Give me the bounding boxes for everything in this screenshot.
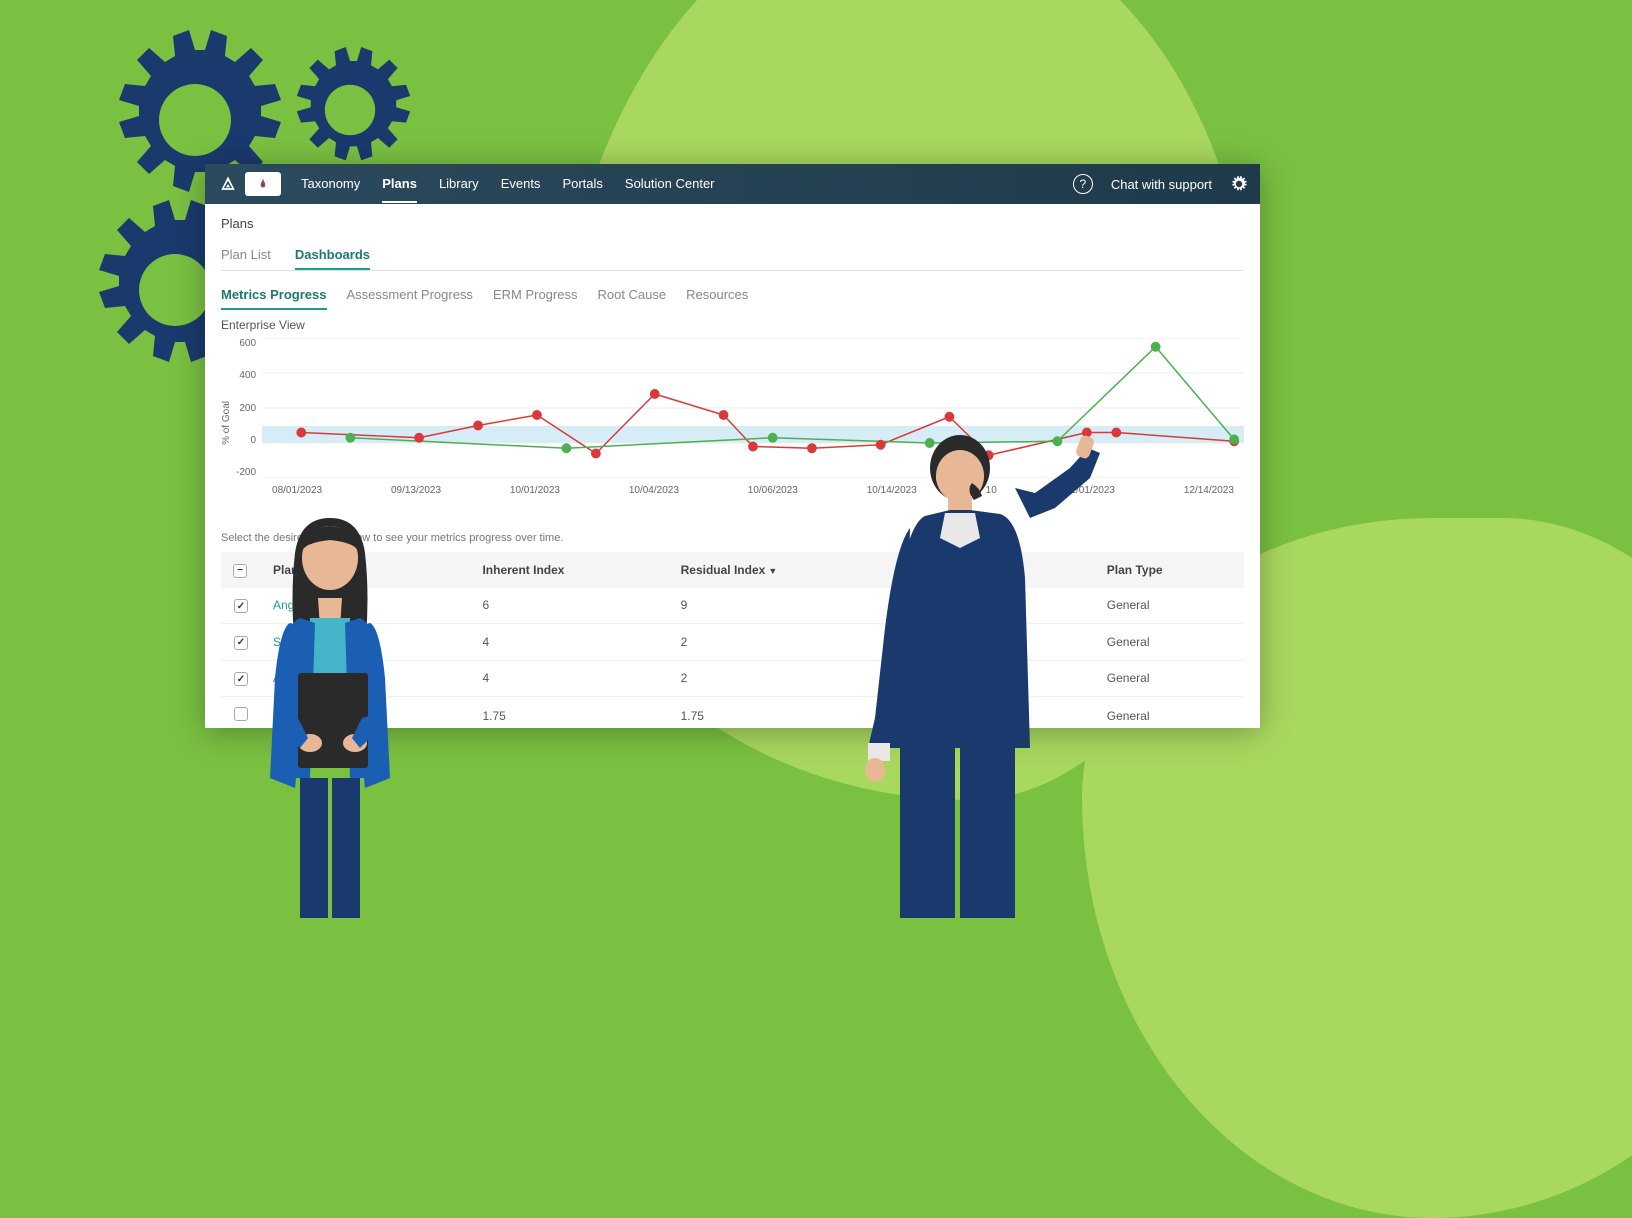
y-axis-label: % of Goal (221, 401, 232, 445)
cell: 6 (470, 588, 668, 624)
illustration-woman (240, 498, 420, 918)
settings-icon[interactable] (1230, 175, 1248, 193)
subtab-root-cause[interactable]: Root Cause (597, 281, 666, 310)
tabs-primary: Plan List Dashboards (221, 241, 1244, 271)
logo-block (217, 172, 281, 196)
y-axis-ticks: 6004002000-200 (236, 338, 262, 478)
page-title: Plans (221, 216, 1244, 231)
subtab-resources[interactable]: Resources (686, 281, 748, 310)
main-nav: Taxonomy Plans Library Events Portals Solutio… (301, 166, 715, 203)
illustration-man (850, 428, 1130, 918)
cell: 4 (470, 624, 668, 661)
nav-item-solution-center[interactable]: Solution Center (625, 166, 715, 203)
nav-item-taxonomy[interactable]: Taxonomy (301, 166, 360, 203)
cell: 1.75 (470, 697, 668, 729)
nav-item-portals[interactable]: Portals (562, 166, 602, 203)
subtab-assessment-progress[interactable]: Assessment Progress (347, 281, 473, 310)
cell: 4 (470, 660, 668, 697)
nav-item-plans[interactable]: Plans (382, 166, 417, 203)
gear-icon (280, 40, 420, 180)
section-title: Enterprise View (221, 318, 1244, 332)
tab-dashboards[interactable]: Dashboards (295, 241, 370, 270)
nav-item-library[interactable]: Library (439, 166, 479, 203)
org-badge (245, 172, 281, 196)
logo-icon (217, 173, 239, 195)
tab-plan-list[interactable]: Plan List (221, 241, 271, 270)
subtab-erm-progress[interactable]: ERM Progress (493, 281, 578, 310)
chat-support-link[interactable]: Chat with support (1111, 177, 1212, 192)
column-header[interactable]: Inherent Index (470, 552, 668, 588)
nav-item-events[interactable]: Events (501, 166, 541, 203)
help-icon[interactable]: ? (1073, 174, 1093, 194)
topbar: Taxonomy Plans Library Events Portals Solutio… (205, 164, 1260, 204)
subtab-metrics-progress[interactable]: Metrics Progress (221, 281, 327, 310)
tabs-secondary: Metrics Progress Assessment Progress ERM P… (221, 281, 1244, 310)
